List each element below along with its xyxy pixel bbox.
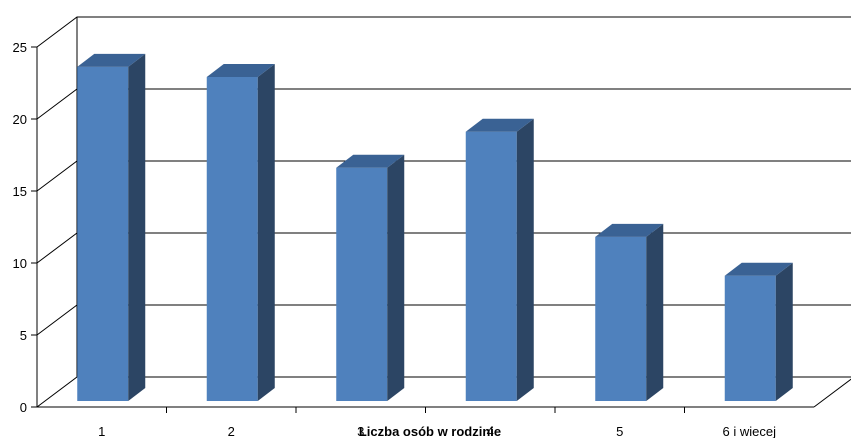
gridline — [36, 160, 851, 192]
bar-side — [646, 223, 664, 401]
gridline — [36, 16, 851, 48]
bar-top — [465, 118, 534, 132]
x-tick-label: 1 — [98, 424, 105, 438]
bar — [77, 66, 129, 402]
bar — [206, 77, 258, 401]
x-tick-label: 2 — [228, 424, 235, 438]
y-tick-label: 20 — [13, 112, 27, 127]
y-tick-label: 0 — [20, 400, 27, 415]
y-tick-label: 5 — [20, 328, 27, 343]
bars — [77, 53, 793, 402]
gridline — [36, 232, 851, 264]
y-tick-label: 10 — [13, 256, 27, 271]
x-axis-title: Liczba osób w rodzinie — [359, 424, 501, 438]
gridline — [36, 88, 851, 120]
bar-top — [336, 154, 405, 168]
bar-side — [516, 118, 534, 401]
tick-labels: 0 5 10 15 20 25 1 2 3 4 5 6 i wiecej — [13, 40, 777, 438]
bar-top — [77, 53, 146, 67]
bar — [724, 275, 776, 401]
bar — [595, 236, 647, 401]
bar-side — [257, 64, 275, 401]
bar-top — [206, 64, 275, 77]
y-tick-label: 15 — [13, 184, 27, 199]
y-tick-label: 25 — [13, 40, 27, 55]
bar-top — [724, 262, 793, 276]
bar — [336, 167, 388, 401]
x-tick-label: 4 — [487, 424, 494, 438]
axes — [31, 17, 851, 413]
bar-top — [595, 223, 664, 237]
bar — [465, 131, 517, 401]
floor-edge — [813, 378, 851, 408]
bar-side — [128, 53, 146, 402]
bar-side — [775, 262, 793, 401]
bar-side — [387, 154, 405, 401]
x-tick-label: 5 — [616, 424, 623, 438]
x-tick-label: 6 i wiecej — [723, 424, 777, 438]
x-tick-label: 3 — [357, 424, 364, 438]
